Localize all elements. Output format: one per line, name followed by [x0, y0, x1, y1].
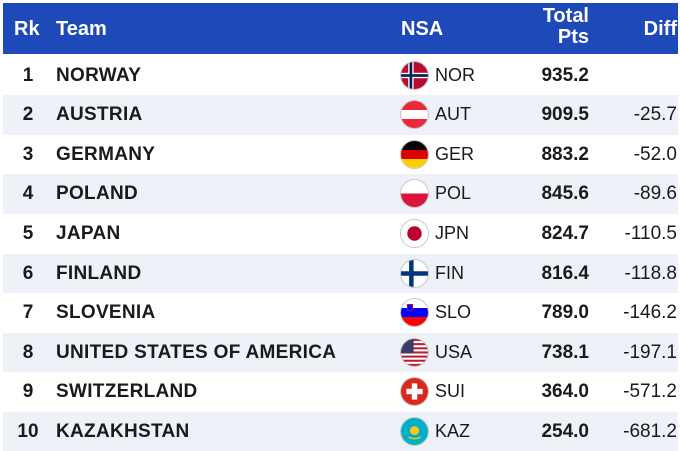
austria-flag-icon: [400, 100, 429, 130]
nsa-code-cell: SLO: [435, 302, 472, 323]
table-row[interactable]: 10 KAZAKHSTAN KAZ 254.0 -681.2: [3, 411, 678, 451]
diff-cell: -25.7: [633, 104, 677, 126]
team-name-cell: NORWAY: [56, 64, 142, 86]
header-total-line1: Total: [542, 5, 589, 27]
team-name-cell: JAPAN: [56, 222, 121, 244]
header-nsa[interactable]: NSA: [401, 18, 444, 40]
diff-cell: -110.5: [624, 222, 677, 244]
switzerland-flag-icon: [400, 377, 429, 407]
diff-cell: -52.0: [633, 143, 677, 165]
team-name-cell: KAZAKHSTAN: [56, 420, 190, 442]
nsa-code-cell: USA: [435, 341, 473, 362]
nsa-code-cell: NOR: [435, 64, 475, 85]
total-pts-cell: 254.0: [541, 420, 589, 442]
diff-cell: -89.6: [633, 183, 677, 205]
nsa-code-cell: POL: [435, 183, 472, 204]
team-name-cell: AUSTRIA: [56, 104, 143, 126]
nsa-code-cell: FIN: [435, 262, 464, 283]
nsa-code-cell: KAZ: [435, 420, 471, 441]
team-name-cell: SLOVENIA: [56, 302, 156, 324]
nsa-code-cell: SUI: [435, 381, 466, 402]
nsa-code-cell: GER: [435, 143, 475, 164]
kazakhstan-flag-icon: [400, 416, 429, 446]
table-row[interactable]: 3 GERMANY GER 883.2 -52.0: [3, 134, 678, 175]
table-row[interactable]: 1 NORWAY NOR 935.2: [3, 55, 678, 95]
germany-flag-icon: [400, 139, 429, 169]
finland-flag-icon: [400, 258, 429, 288]
header-total-pts[interactable]: Total Pts: [523, 6, 589, 48]
diff-cell: -118.8: [624, 262, 677, 284]
table-row[interactable]: 4 POLAND POL 845.6 -89.6: [3, 174, 678, 214]
rank-cell: 2: [22, 104, 34, 126]
rank-cell: 7: [22, 302, 34, 324]
rank-cell: 4: [22, 183, 34, 205]
team-name-cell: FINLAND: [56, 262, 142, 284]
total-pts-cell: 935.2: [541, 64, 589, 86]
poland-flag-icon: [400, 179, 429, 209]
norway-flag-icon: [400, 60, 429, 90]
rank-cell: 1: [22, 64, 34, 86]
total-pts-cell: 824.7: [541, 222, 589, 244]
diff-cell: -571.2: [623, 381, 677, 403]
diff-cell: -197.1: [623, 341, 677, 363]
header-diff[interactable]: Diff: [643, 18, 677, 40]
total-pts-cell: 909.5: [541, 104, 589, 126]
slovenia-flag-icon: [400, 298, 429, 328]
rank-cell: 5: [22, 222, 34, 244]
usa-flag-icon: [400, 337, 429, 367]
table-row[interactable]: 6 FINLAND FIN 816.4 -118.8: [3, 253, 678, 293]
nsa-code-cell: AUT: [435, 104, 471, 125]
table-header: Rk Team NSA Total Pts Diff: [3, 3, 678, 54]
rank-cell: 8: [22, 341, 34, 363]
table-row[interactable]: 5 JAPAN JPN 824.7 -110.5: [3, 213, 678, 254]
team-name-cell: UNITED STATES OF AMERICA: [56, 341, 337, 363]
table-row[interactable]: 8 UNITED STATES OF AMERICA USA 738.1 -197.1: [3, 332, 678, 373]
total-pts-cell: 883.2: [541, 143, 589, 165]
rank-cell: 10: [17, 420, 39, 442]
header-rank[interactable]: Rk: [14, 18, 40, 40]
rank-cell: 6: [22, 262, 34, 284]
rank-cell: 3: [22, 143, 34, 165]
total-pts-cell: 738.1: [541, 341, 589, 363]
table-row[interactable]: 7 SLOVENIA SLO 789.0 -146.2: [3, 293, 678, 333]
total-pts-cell: 789.0: [541, 302, 589, 324]
nsa-code-cell: JPN: [435, 222, 470, 243]
team-name-cell: SWITZERLAND: [56, 381, 198, 403]
team-name-cell: GERMANY: [56, 143, 156, 165]
diff-cell: -146.2: [623, 302, 677, 324]
table-row[interactable]: 9 SWITZERLAND SUI 364.0 -571.2: [3, 372, 678, 412]
total-pts-cell: 816.4: [541, 262, 589, 284]
total-pts-cell: 845.6: [541, 183, 589, 205]
table-row[interactable]: 2 AUSTRIA AUT 909.5 -25.7: [3, 95, 678, 135]
japan-flag-icon: [400, 218, 429, 248]
team-name-cell: POLAND: [56, 183, 139, 205]
header-team[interactable]: Team: [56, 18, 107, 40]
total-pts-cell: 364.0: [541, 381, 589, 403]
header-total-line2: Pts: [557, 26, 589, 48]
diff-cell: -681.2: [623, 420, 677, 442]
rank-cell: 9: [22, 381, 34, 403]
